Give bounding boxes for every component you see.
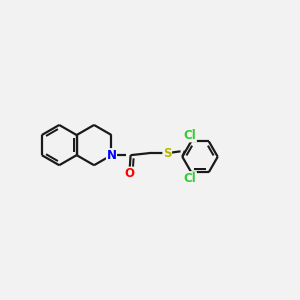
Text: Cl: Cl [184, 172, 196, 185]
Text: Cl: Cl [184, 129, 196, 142]
Text: S: S [163, 147, 172, 160]
Text: O: O [124, 167, 134, 180]
Text: N: N [106, 149, 116, 162]
